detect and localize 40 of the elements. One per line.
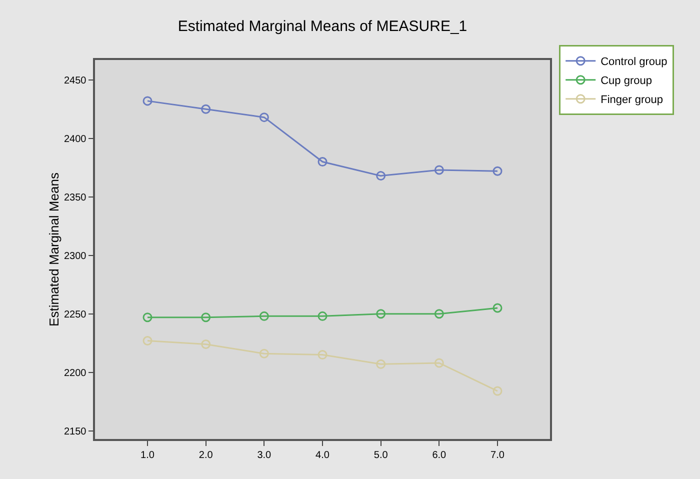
point [259, 348, 269, 358]
chart-title: Estimated Marginal Means of MEASURE_1 [178, 18, 468, 36]
point [142, 336, 152, 346]
point [434, 358, 444, 368]
x-tick-label: 1.0 [140, 450, 155, 461]
point [376, 171, 386, 181]
y-tick-label: 2400 [64, 134, 87, 145]
point [492, 303, 502, 313]
y-tick-label: 2150 [64, 426, 87, 438]
point [434, 309, 444, 319]
point [201, 340, 211, 349]
point [318, 350, 328, 360]
point [259, 112, 269, 122]
y-axis-title: Estimated Marginal Means [46, 172, 62, 326]
point [142, 312, 152, 322]
point [142, 96, 152, 106]
x-tick-label: 2.0 [198, 450, 214, 461]
legend-label: Cup group [600, 75, 652, 88]
point [201, 312, 211, 322]
y-tick-label: 2250 [64, 309, 87, 320]
point [318, 311, 328, 321]
point [376, 309, 386, 319]
point [492, 386, 502, 396]
point [434, 165, 444, 175]
legend-label: Control group [600, 56, 668, 68]
point [318, 157, 328, 167]
y-tick-label: 2300 [64, 250, 87, 262]
x-tick-label: 6.0 [432, 450, 447, 461]
x-tick-label: 7.0 [490, 450, 505, 461]
x-tick-label: 5.0 [374, 450, 388, 461]
legend-label: Finger group [600, 94, 663, 106]
y-tick-label: 2200 [64, 368, 87, 379]
y-tick-label: 2450 [64, 75, 87, 86]
point [492, 166, 502, 176]
x-tick-label: 4.0 [316, 450, 330, 461]
x-tick-label: 3.0 [257, 450, 272, 461]
y-tick-label: 2350 [64, 192, 87, 204]
point [259, 311, 269, 321]
point [376, 359, 386, 369]
point [201, 104, 211, 114]
